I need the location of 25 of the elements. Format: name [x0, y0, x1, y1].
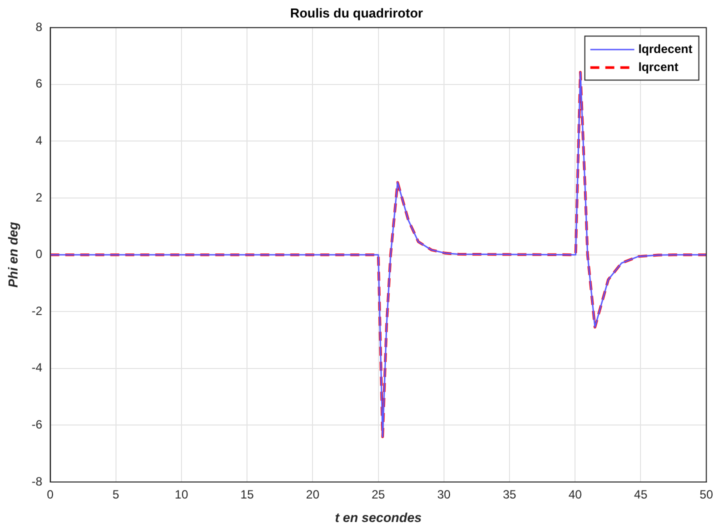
chart-title: Roulis du quadrirotor [290, 5, 423, 20]
y-tick-label: 4 [36, 134, 43, 148]
x-tick-label: 15 [240, 488, 254, 502]
x-tick-label: 25 [372, 488, 386, 502]
x-tick-label: 5 [112, 488, 120, 502]
legend-label: lqrcent [638, 60, 678, 74]
x-tick-label: 30 [437, 488, 451, 502]
y-tick-label: 0 [36, 247, 43, 262]
x-tick-label: 35 [502, 488, 517, 502]
y-tick-label: -6 [32, 418, 43, 432]
y-tick-label: 2 [36, 190, 43, 204]
x-tick-label: 20 [306, 488, 320, 502]
x-tick-label: 0 [46, 488, 54, 502]
y-tick-label: -2 [32, 304, 43, 318]
legend-label: lqrdecent [638, 42, 692, 56]
y-axis-title: Phi en deg [5, 222, 20, 288]
x-tick-label: 50 [700, 488, 714, 502]
y-tick-label: -8 [32, 474, 43, 488]
x-axis-title: t en secondes [334, 510, 422, 525]
y-tick-label: 6 [36, 76, 43, 91]
x-tick-label: 10 [174, 488, 188, 502]
x-tick-label: 40 [568, 488, 582, 502]
x-tick-label: 45 [634, 488, 648, 502]
y-tick-label: 8 [36, 20, 43, 34]
y-tick-label: -4 [32, 360, 43, 375]
